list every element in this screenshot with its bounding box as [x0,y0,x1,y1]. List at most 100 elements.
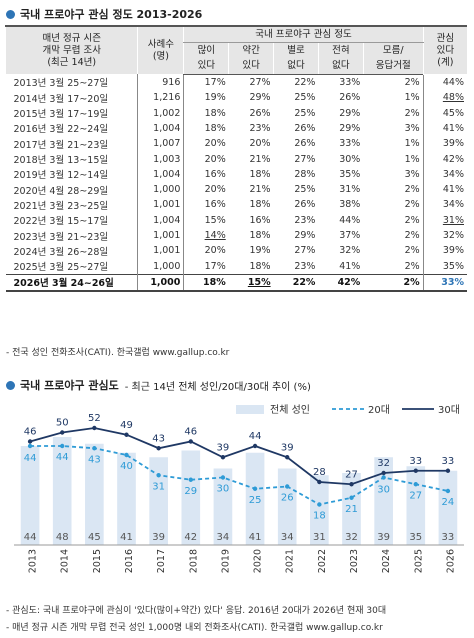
label-all-adults: 34 [281,532,294,543]
value-cell: 17% [204,260,226,272]
x-tick-label: 2022 [317,549,328,573]
header-col-not-at-all-2: 없다 [317,58,364,75]
x-tick-label: 2016 [124,549,135,573]
table-row: 2014년 3월 17~20일 1,216 19% 29% 25% 26% 1% 48% [5,90,467,106]
table-source: - 전국 성인 전화조사(CATI). 한국갤럽 www.gallup.co.k… [6,348,230,358]
label-20s: 27 [409,490,422,501]
value-cell: 18% [249,199,271,211]
value-cell: 21% [249,184,271,196]
survey-date-cell: 2026년 3월 24~26일 [5,273,139,293]
header-col-not-much-2: 없다 [273,58,319,75]
label-30s: 28 [313,467,326,478]
sample-size-cell: 1,000 [137,181,185,198]
value-cell: 20% [204,153,226,165]
value-cell: 20% [204,138,226,150]
x-tick-label: 2026 [445,549,456,573]
line-30s [29,427,448,486]
bar-all-adults [181,450,201,545]
interest-total-cell: 44% [422,74,467,91]
point-30s [349,482,354,487]
x-tick-label: 2017 [156,549,167,573]
survey-table-body: 2013년 3월 25~27일 916 17% 27% 22% 33% 2% 44% 2014년… [5,74,467,293]
label-30s: 39 [217,442,230,453]
value-cell: 3% [404,168,420,180]
value-cell: 19% [249,245,271,257]
label-30s: 27 [345,469,358,480]
label-30s: 50 [56,418,69,429]
value-cell: 27% [294,245,316,257]
value-cell: 25% [294,107,316,119]
survey-table: 매년 정규 시즌 개막 무렵 조사 (최근 14년) 사례수 (명) 국내 프로야구 … [4,24,467,293]
survey-date-cell: 2018년 3월 13~15일 [5,151,139,167]
point-20s [27,443,33,449]
label-all-adults: 45 [88,532,101,543]
bar-all-adults [149,457,168,545]
table-title-row: 국내 프로야구 관심 정도 2013-2026 [6,6,202,22]
bar-all-adults [85,443,104,545]
label-20s: 21 [345,504,358,515]
label-all-adults: 41 [249,532,262,543]
bar-all-adults [213,468,233,545]
label-20s: 43 [88,454,101,465]
table-row: 2013년 3월 25~27일 916 17% 27% 22% 33% 2% 44% [5,74,467,91]
point-20s [381,475,386,480]
value-cell: 29% [294,230,316,241]
legend-label-30s: 30대 [438,404,460,416]
value-cell: 1% [404,138,420,150]
interest-total-cell: 45% [422,105,467,121]
point-20s [317,502,322,507]
value-cell: 18% [204,122,226,134]
x-tick-label: 2024 [381,549,392,573]
table-title: 국내 프로야구 관심 정도 2013-2026 [20,8,203,21]
label-30s: 49 [120,420,133,431]
sample-size-cell: 1,004 [137,120,185,137]
survey-date-cell: 2015년 3월 17~19일 [5,105,139,121]
survey-date-cell: 2020년 4월 28~29일 [5,181,139,198]
value-cell: 2% [404,184,420,196]
value-cell: 14% [204,230,226,241]
label-30s: 33 [409,456,422,467]
value-cell: 26% [294,138,316,150]
x-tick-label: 2014 [60,549,71,573]
header-col-dk-2: 응답거절 [362,58,424,75]
label-all-adults: 42 [184,532,197,543]
value-cell: 38% [339,199,361,211]
label-30s: 43 [152,433,165,444]
value-cell: 23% [294,260,316,272]
interest-total-cell: 39% [422,243,467,259]
value-cell: 16% [204,199,226,211]
value-cell: 44% [339,214,361,226]
value-cell: 20% [249,138,271,150]
value-cell: 21% [249,153,271,165]
label-all-adults: 44 [24,532,37,543]
interest-total-cell: 34% [422,197,467,213]
interest-total-cell: 32% [422,227,467,244]
value-cell: 15% [204,214,226,226]
point-20s [252,486,258,491]
label-20s: 44 [56,452,69,463]
x-tick-label: 2025 [413,549,424,573]
value-cell: 2% [404,230,420,241]
sample-size-cell: 1,002 [137,105,185,121]
x-tick-label: 2018 [188,549,199,573]
line-20s [30,445,449,506]
label-20s: 30 [377,485,390,496]
header-col-very-2: 있다 [183,58,229,75]
bar-all-adults [310,475,329,545]
label-20s: 44 [24,453,37,464]
value-cell: 20% [204,245,226,257]
point-30s [27,439,33,444]
point-30s [124,432,129,437]
interest-total-cell: 34% [422,166,467,182]
sample-size-cell: 1,216 [137,90,185,106]
header-col-somewhat-2: 있다 [228,58,274,75]
point-30s [413,468,418,473]
header-survey: 매년 정규 시즌 개막 무렵 조사 (최근 14년) [4,24,138,75]
header-col-not-at-all: 전혀 [317,42,364,59]
sample-size-cell: 1,000 [137,258,185,275]
table-row: 2022년 3월 15~17일 1,004 15% 16% 23% 44% 2% 31% [5,212,467,228]
survey-date-cell: 2023년 3월 21~23일 [5,227,139,244]
label-20s: 24 [442,497,455,508]
label-20s: 29 [184,486,197,497]
table-row: 2016년 3월 22~24일 1,004 18% 23% 26% 29% 3% 41% [5,120,467,137]
